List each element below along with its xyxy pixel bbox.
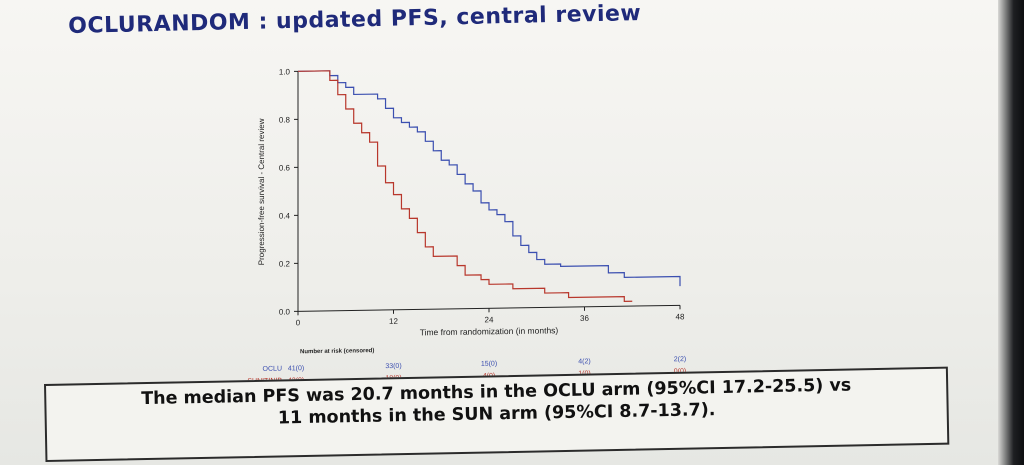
risk-table-header: Number at risk (censored) bbox=[300, 348, 374, 355]
y-axis-label: Progression-free survival - Central revi… bbox=[257, 118, 266, 265]
plot-area: 0.0 0.2 0.4 0.6 0.8 1.0 0 12 24 36 48 Time from ran… bbox=[247, 67, 686, 385]
x-tick-label: 12 bbox=[389, 317, 398, 326]
x-tick-label: 48 bbox=[676, 312, 685, 321]
y-tick-label: 0.8 bbox=[279, 115, 291, 124]
y-tick-label: 0.2 bbox=[279, 259, 291, 268]
risk-value: 15(0) bbox=[481, 361, 497, 368]
y-tick-label: 0.4 bbox=[279, 211, 291, 220]
risk-value: 41(0) bbox=[288, 365, 304, 372]
y-tick-label: 0.0 bbox=[279, 307, 291, 316]
slide-edge bbox=[998, 0, 1024, 465]
y-tick-label: 0.6 bbox=[279, 163, 291, 172]
y-tick-label: 1.0 bbox=[279, 67, 291, 76]
km-curve-sunitinib bbox=[298, 70, 633, 303]
x-tick-label: 0 bbox=[296, 318, 301, 327]
km-curve-oclu bbox=[298, 70, 681, 287]
risk-value: 33(0) bbox=[385, 363, 401, 370]
x-axis-label: Time from randomization (in months) bbox=[420, 325, 559, 337]
risk-row-label: OCLU bbox=[263, 366, 282, 373]
risk-value: 4(2) bbox=[578, 358, 590, 365]
x-tick-label: 36 bbox=[580, 314, 589, 323]
x-tick-label: 24 bbox=[485, 315, 494, 324]
risk-value: 2(2) bbox=[674, 356, 686, 363]
